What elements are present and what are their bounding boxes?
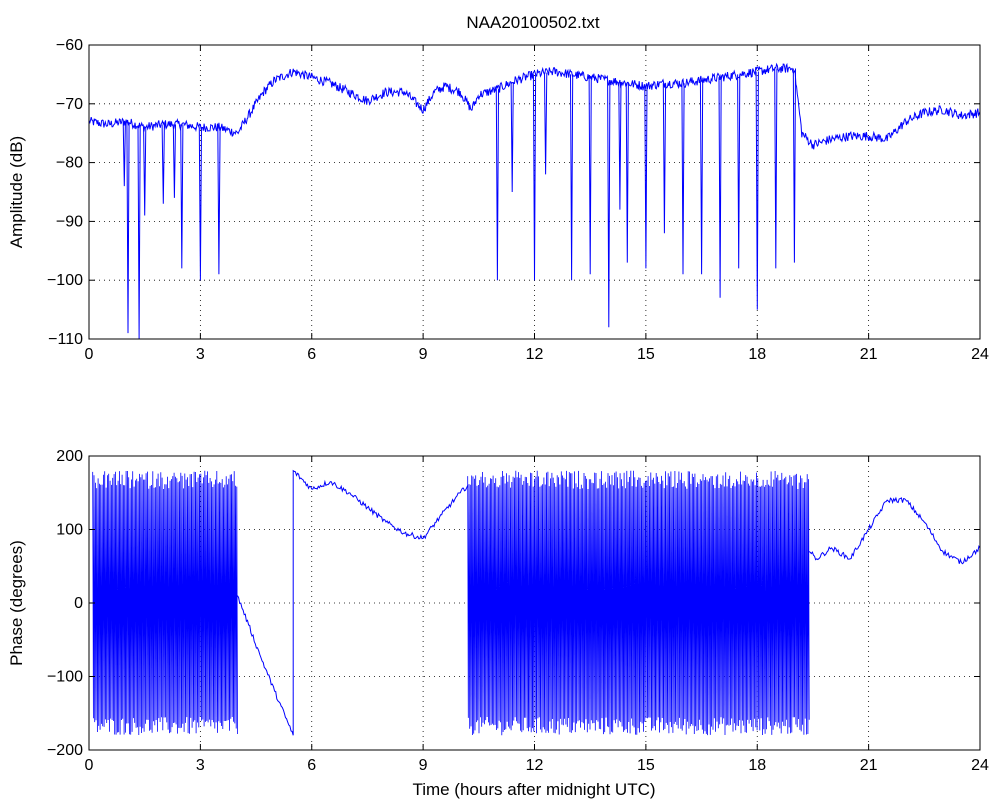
amplitude-spike — [681, 83, 685, 275]
xtick-label: 24 — [971, 757, 989, 774]
ytick-label: −70 — [56, 96, 83, 113]
xtick-label: 21 — [860, 757, 878, 774]
amplitude-spike — [755, 71, 759, 310]
xtick-label: 0 — [85, 346, 94, 363]
xtick-label: 24 — [971, 346, 989, 363]
amplitude-spike — [699, 80, 704, 275]
xtick-label: 12 — [526, 757, 544, 774]
xtick-label: 3 — [196, 757, 205, 774]
amplitude-spike — [544, 72, 548, 175]
amplitude-spike — [510, 81, 514, 193]
ytick-label: 100 — [56, 522, 83, 539]
amplitude-spike — [662, 83, 667, 234]
amplitude-spike — [588, 77, 592, 275]
amplitude-spike — [644, 86, 648, 269]
amplitude-spike — [172, 124, 176, 198]
amplitude-spike — [737, 74, 741, 269]
amplitude-spike — [774, 68, 778, 269]
ytick-label: −100 — [47, 669, 83, 686]
amplitude-series — [88, 62, 981, 340]
xtick-label: 18 — [748, 757, 766, 774]
amplitude-axes: 0 3 6 9 12 15 18 21 24 −110 −100 −90 −80 −70 −60 Ampli… — [7, 37, 989, 363]
phase-line — [237, 469, 981, 736]
amplitude-spike — [625, 83, 629, 263]
xtick-label: 9 — [419, 757, 428, 774]
xtick-label: 15 — [637, 346, 655, 363]
amplitude-spike — [198, 127, 202, 281]
xtick-label: 3 — [196, 346, 205, 363]
xtick-label: 15 — [637, 757, 655, 774]
ytick-label: −200 — [47, 742, 83, 759]
amplitude-spike — [532, 74, 537, 281]
xtick-label: 21 — [860, 346, 878, 363]
amplitude-line — [88, 62, 981, 150]
ytick-label: −90 — [56, 213, 83, 230]
amplitude-spike — [161, 124, 165, 204]
phase-series — [92, 469, 981, 736]
ytick-label: 0 — [74, 595, 83, 612]
amplitude-spike — [792, 68, 796, 263]
amplitude-spike — [180, 124, 184, 269]
xtick-label: 12 — [526, 346, 544, 363]
ytick-label: 200 — [56, 448, 83, 465]
phase-ylabel: Phase (degrees) — [7, 540, 26, 666]
amplitude-spike — [570, 74, 574, 281]
phase-axes: 0 3 6 9 12 15 18 21 24 −200 −100 0 100 200 Phase (deg… — [7, 448, 989, 774]
phase-ticks: 0 3 6 9 12 15 18 21 24 −200 −100 0 100 200 — [47, 448, 989, 774]
amplitude-ylabel: Amplitude (dB) — [7, 136, 26, 248]
xtick-label: 0 — [85, 757, 94, 774]
ytick-label: −110 — [48, 331, 83, 348]
ytick-label: −100 — [47, 272, 83, 289]
ytick-label: −60 — [56, 37, 83, 54]
phase-wrap-region — [467, 470, 810, 736]
amplitude-spike — [122, 121, 126, 187]
figure-xlabel: Time (hours after midnight UTC) — [412, 780, 655, 799]
amplitude-spike — [495, 89, 499, 281]
amplitude-spike — [143, 127, 147, 216]
amplitude-spike — [718, 77, 722, 298]
amplitude-spike — [217, 127, 221, 275]
figure-title: NAA20100502.txt — [466, 13, 600, 32]
xtick-label: 6 — [307, 346, 316, 363]
xtick-label: 6 — [307, 757, 316, 774]
amplitude-ticks: 0 3 6 9 12 15 18 21 24 −110 −100 −90 −80 −70 −60 — [47, 37, 989, 363]
xtick-label: 18 — [748, 346, 766, 363]
amplitude-spike — [126, 121, 130, 334]
amplitude-spike — [607, 80, 611, 328]
xtick-label: 9 — [419, 346, 428, 363]
ytick-label: −80 — [56, 155, 83, 172]
phase-wrap-region — [92, 470, 238, 736]
amplitude-spike — [618, 81, 622, 210]
